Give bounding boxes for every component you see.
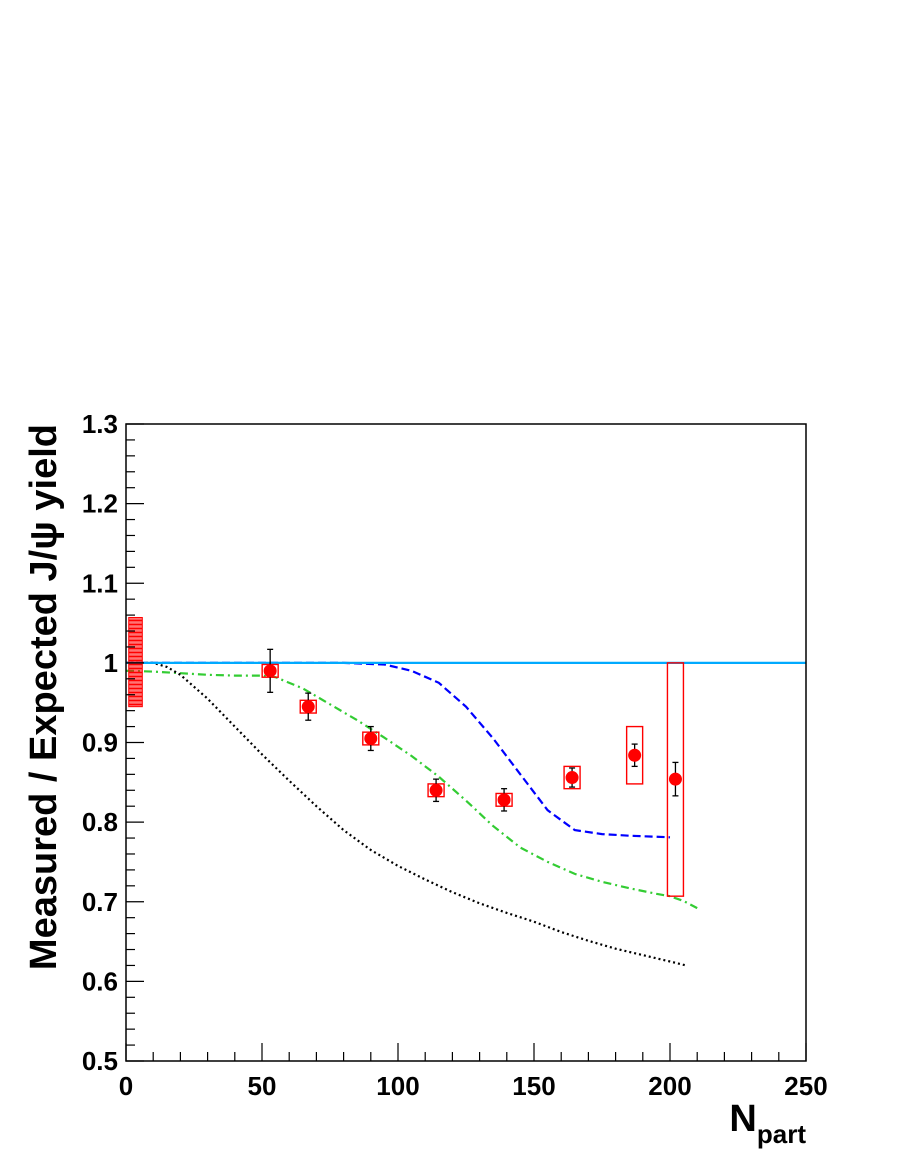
model-curve-dashed [126,661,671,839]
axis-ticks [125,423,807,1062]
plot-frame [125,423,807,1062]
x-tick-label: 100 [376,1071,419,1101]
y-tick-label: 1.2 [82,489,118,519]
x-tick-label: 50 [248,1071,277,1101]
y-tick-label: 0.5 [82,1046,118,1076]
data-point [364,732,378,746]
tick-labels: 0 50 100 150 200 250 0.5 0.6 0.7 0.8 0.9 1 1.1 1.2 1.3 [82,409,828,1101]
data-point [429,783,443,797]
y-tick-label: 1.3 [82,409,118,439]
data-point [668,772,682,786]
y-tick-label: 0.8 [82,807,118,837]
y-tick-label: 1 [104,648,118,678]
systematic-error-box [666,662,685,897]
global-uncertainty-layer [128,616,143,708]
systematic-error-box [625,725,644,785]
y-axis-title: Measured / Expected J/ψ yield [23,424,65,970]
y-tick-label: 1.1 [82,568,118,598]
y-tick-label: 0.6 [82,966,118,996]
data-points [261,648,685,897]
model-curve-dash-dot [125,669,698,910]
model-curves [125,661,698,967]
y-tick-label: 0.9 [82,728,118,758]
model-curve-dotted [126,661,687,967]
data-point [497,793,511,807]
data-point [565,771,579,785]
data-point [263,664,277,678]
x-tick-label: 250 [784,1071,827,1101]
systematic-error-box [563,765,581,790]
x-axis-title-main: N [729,1098,756,1140]
x-tick-label: 200 [648,1071,691,1101]
data-point [301,700,315,714]
data-point [628,748,642,762]
x-tick-label: 150 [512,1071,555,1101]
y-tick-label: 0.7 [82,887,118,917]
x-axis-title: Npart [729,1098,806,1149]
x-axis-title-subscript: part [757,1119,806,1149]
x-tick-label: 0 [119,1071,133,1101]
